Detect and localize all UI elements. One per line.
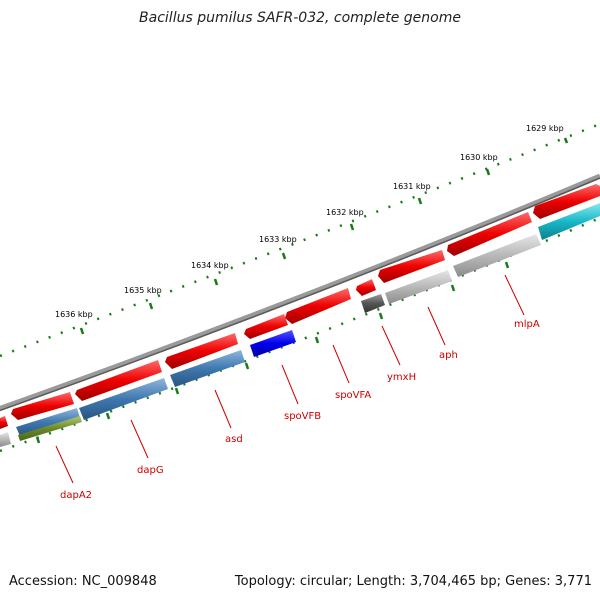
label-leaders [55, 274, 525, 484]
cds-feature[interactable] [285, 288, 351, 324]
backbone-ring [0, 173, 600, 412]
backbone-ring-shadow [0, 177, 600, 412]
feature-track [0, 203, 600, 447]
cds-feature[interactable] [533, 184, 600, 219]
feature-steelblue[interactable] [79, 378, 168, 420]
major-ticks-inner [35, 261, 510, 444]
genome-stats: Topology: circular; Length: 3,704,465 bp… [234, 574, 592, 589]
cds-feature[interactable] [244, 314, 288, 339]
cds-feature[interactable] [0, 416, 8, 429]
major-ticks-outer [79, 137, 569, 335]
cds-feature[interactable] [11, 392, 74, 420]
feature-grey[interactable] [0, 432, 11, 447]
kbp-label: 1635 kbp [124, 286, 162, 295]
gene-label-spoVFA: spoVFA [335, 390, 371, 401]
feature-olive[interactable] [18, 416, 82, 441]
gene-label-dapA2: dapA2 [60, 490, 92, 501]
feature-grey[interactable] [453, 234, 541, 277]
feature-cyan[interactable] [538, 203, 600, 240]
gene-label-aph: aph [439, 350, 458, 361]
cds-feature[interactable] [165, 333, 238, 369]
kbp-label: 1633 kbp [259, 235, 297, 244]
kbp-label: 1629 kbp [526, 124, 564, 133]
gene-label-mlpA: mlpA [514, 319, 540, 330]
feature-steelblue[interactable] [16, 408, 80, 436]
accession-label: Accession: NC_009848 [9, 574, 157, 589]
kbp-label: 1631 kbp [393, 182, 431, 191]
cds-feature[interactable] [447, 212, 532, 256]
cds-feature[interactable] [356, 279, 376, 296]
cds-track [0, 184, 600, 429]
cds-feature[interactable] [75, 360, 162, 401]
feature-blue[interactable] [250, 330, 296, 357]
outer-tick-ring [0, 122, 600, 358]
gene-label-dapG: dapG [137, 465, 164, 476]
gene-label-asd: asd [225, 434, 243, 445]
feature-darkgrey[interactable] [361, 294, 385, 313]
feature-grey[interactable] [385, 270, 452, 304]
cds-feature[interactable] [378, 250, 445, 283]
gene-label-spoVFB: spoVFB [284, 411, 321, 422]
kbp-label: 1630 kbp [460, 153, 498, 162]
inner-tick-ring [0, 216, 600, 453]
kbp-label: 1634 kbp [191, 261, 229, 270]
kbp-label: 1636 kbp [55, 310, 93, 319]
feature-steelblue[interactable] [170, 350, 245, 387]
map-title: Bacillus pumilus SAFR-032, complete geno… [139, 10, 461, 26]
kbp-label: 1632 kbp [326, 208, 364, 217]
gene-label-ymxH: ymxH [387, 372, 416, 383]
